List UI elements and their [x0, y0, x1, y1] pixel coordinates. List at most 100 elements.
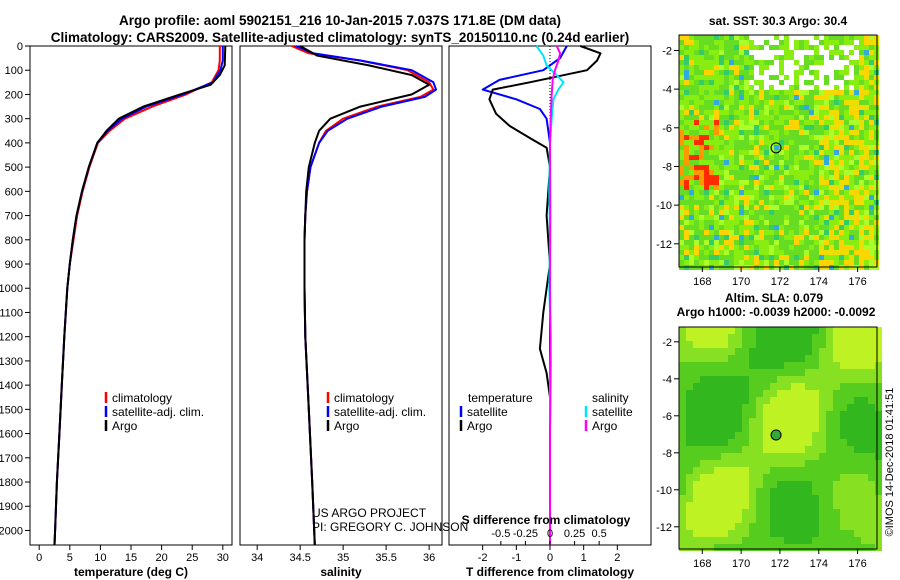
sst-map-cell [759, 120, 764, 125]
sst-map-cell [789, 215, 794, 220]
sst-map-cell [774, 240, 779, 245]
sst-map-argo-marker [770, 142, 782, 154]
sla-map-cell [679, 334, 686, 341]
sst-map-cell [849, 215, 854, 220]
sst-map-cell [779, 200, 784, 205]
sst-map-title: sat. SST: 30.3 Argo: 30.4 [709, 14, 848, 28]
sst-map-cell [709, 150, 714, 155]
sst-map-cell [769, 215, 774, 220]
sst-map-cell [684, 230, 689, 235]
sst-map-cell [844, 145, 849, 150]
sst-map-cell [689, 75, 694, 80]
sst-map-cell [679, 170, 684, 175]
sla-map-cell [791, 362, 798, 369]
sla-map-cell [721, 481, 728, 488]
sst-map-cell [779, 100, 784, 105]
sla-map-cell [693, 327, 700, 334]
sst-map-cell [794, 115, 799, 120]
sst-map-cell [839, 235, 844, 240]
sst-map-cell [864, 45, 869, 50]
sst-map-cell [779, 240, 784, 245]
sst-map-cell [839, 170, 844, 175]
sst-map-cell [834, 175, 839, 180]
sst-map-cell [844, 185, 849, 190]
sla-map-cell [679, 362, 686, 369]
sst-map-cell [774, 245, 779, 250]
sla-map-cell [826, 411, 833, 418]
sst-map-cell [769, 225, 774, 230]
sla-map-cell [770, 376, 777, 383]
sst-map-cell [854, 215, 859, 220]
sla-map-cell [749, 411, 756, 418]
sst-map-cell [729, 195, 734, 200]
sst-map-cell [729, 95, 734, 100]
sla-map-cell [791, 418, 798, 425]
sst-map-cell [749, 185, 754, 190]
sst-map-cell [769, 40, 774, 45]
sst-map-cell [759, 180, 764, 185]
sla-map-cell [833, 327, 840, 334]
sst-map-cell [859, 125, 864, 130]
sla-map-cell [798, 348, 805, 355]
sst-map-cell [759, 165, 764, 170]
sla-map-cell [833, 474, 840, 481]
sla-map-cell [721, 348, 728, 355]
sst-map-cell [859, 225, 864, 230]
sst-map-cell [719, 180, 724, 185]
sst-map-cell [764, 260, 769, 265]
sla-map-cell [735, 453, 742, 460]
sla-map-cell [686, 334, 693, 341]
sst-map-cell [799, 95, 804, 100]
sla-map-cell [756, 467, 763, 474]
sla-map-cell [700, 474, 707, 481]
sla-map-cell [707, 544, 714, 551]
sst-map-cell [714, 145, 719, 150]
sla-map-cell [875, 537, 882, 544]
sst-map-cell [764, 105, 769, 110]
sst-map-cell [859, 215, 864, 220]
sla-map-cell [749, 467, 756, 474]
sst-map-cell [819, 185, 824, 190]
sst-map-cell [714, 235, 719, 240]
sla-map-cell [770, 544, 777, 551]
sst-map-cell [809, 35, 814, 40]
sst-map-cell [829, 55, 834, 60]
sst-map-cell [789, 45, 794, 50]
sla-map-cell [693, 411, 700, 418]
sst-map-cell [774, 255, 779, 260]
sla-map-cell [868, 418, 875, 425]
sla-map-cell [686, 348, 693, 355]
sst-map-cell [734, 110, 739, 115]
sla-map-cell [798, 481, 805, 488]
sst-map-cell [694, 175, 699, 180]
sla-map-cell [868, 376, 875, 383]
sst-map-cell [799, 105, 804, 110]
sla-map-cell [693, 474, 700, 481]
sla-map-cell [875, 446, 882, 453]
sst-map-cell [784, 90, 789, 95]
sst-map-cell [714, 75, 719, 80]
sla-map-cell [805, 509, 812, 516]
sla-map-cell [728, 495, 735, 502]
sst-map-cell [869, 260, 874, 265]
sst-map-cell [839, 120, 844, 125]
sst-map-cell [729, 90, 734, 95]
sst-map-cell [759, 145, 764, 150]
sst-map-cell [809, 60, 814, 65]
sst-map-cell [739, 50, 744, 55]
sst-map-cell [769, 255, 774, 260]
sst-map-cell [844, 115, 849, 120]
sst-map-cell [854, 245, 859, 250]
sla-map-cell [742, 397, 749, 404]
sst-map-cell [839, 210, 844, 215]
sla-map-argo-marker [770, 429, 782, 441]
sst-map-cell [809, 225, 814, 230]
sla-map-cell [693, 523, 700, 530]
sla-map-cell [784, 376, 791, 383]
sla-map-cell [854, 439, 861, 446]
climatology-title: Climatology: CARS2009. Satellite-adjuste… [50, 30, 630, 45]
sst-map-cell [724, 135, 729, 140]
sst-map-cell [769, 100, 774, 105]
sla-map-cell [763, 418, 770, 425]
sst-map-cell [799, 50, 804, 55]
